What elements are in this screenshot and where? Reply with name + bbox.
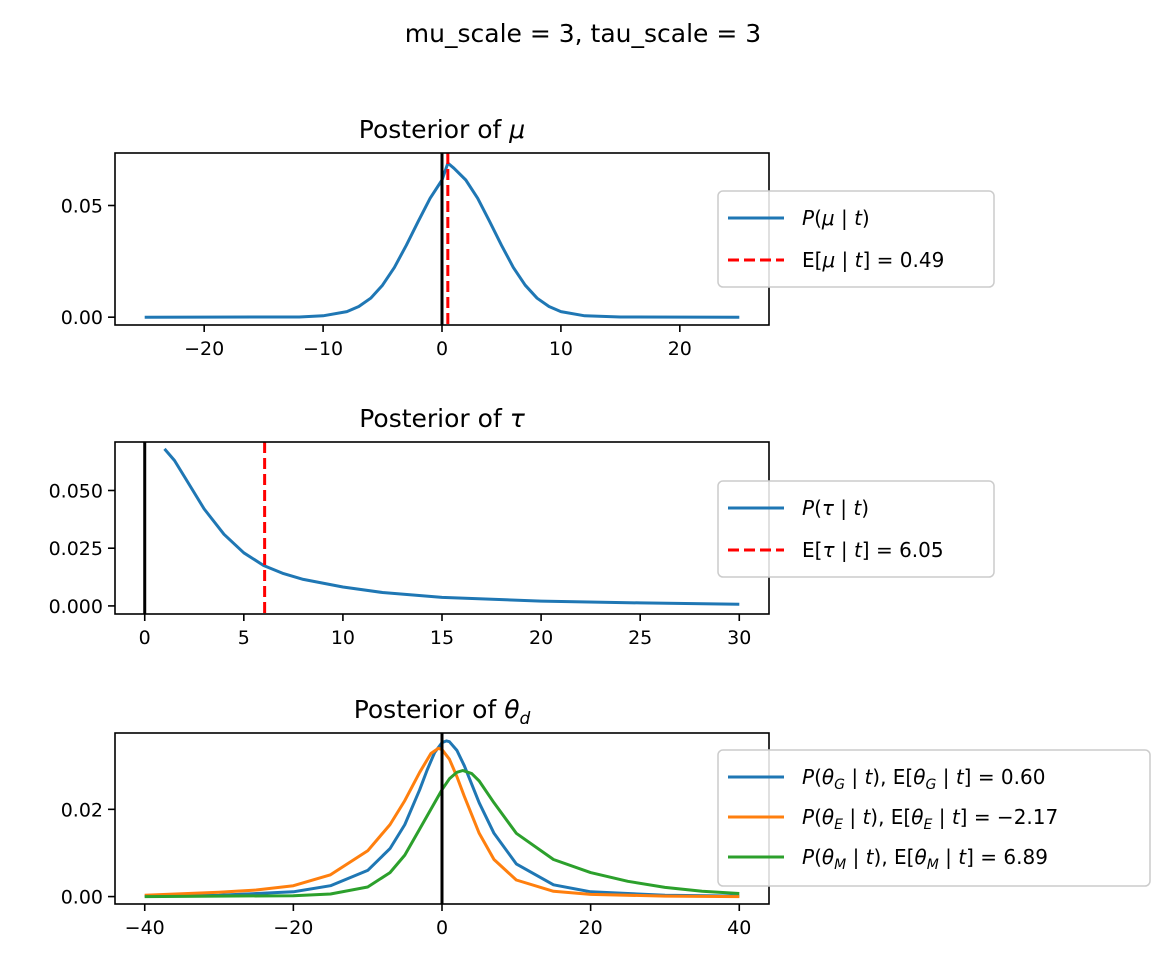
legend: P(τ | t) E[τ | t] = 6.05 bbox=[717, 480, 995, 578]
x-tick-label: 20 bbox=[668, 338, 692, 360]
legend: P(θG | t), E[θG | t] = 0.60 P(θE | t), E[… bbox=[717, 749, 1151, 887]
series-line-2 bbox=[144, 746, 740, 899]
legend: P(μ | t) E[μ | t] = 0.49 bbox=[717, 190, 995, 288]
x-tick-label: 40 bbox=[727, 917, 751, 939]
x-tick-label: 15 bbox=[430, 627, 454, 649]
x-tick-label: 0 bbox=[436, 917, 448, 939]
x-tick-label: 25 bbox=[628, 627, 652, 649]
y-tick-label: 0.00 bbox=[61, 887, 103, 909]
chart-title: Posterior of θd bbox=[354, 695, 531, 729]
chart-title: Posterior of μ bbox=[359, 115, 525, 144]
x-tick-label: 0 bbox=[139, 627, 151, 649]
legend-label: P(θM | t), E[θM | t] = 6.89 bbox=[802, 845, 1048, 873]
x-tick-label: 10 bbox=[549, 338, 573, 360]
x-tick-label: 20 bbox=[579, 917, 603, 939]
legend-label: P(μ | t) bbox=[802, 206, 870, 230]
x-tick-label: −10 bbox=[303, 338, 343, 360]
y-tick-label: 0.02 bbox=[61, 799, 103, 821]
y-tick-label: 0.05 bbox=[61, 195, 103, 217]
figure-suptitle: mu_scale = 3, tau_scale = 3 bbox=[405, 19, 761, 48]
x-tick-label: 0 bbox=[436, 338, 448, 360]
axes-frame bbox=[114, 441, 770, 615]
legend-box bbox=[717, 749, 1151, 887]
legend-box bbox=[717, 190, 995, 288]
plot-area bbox=[144, 153, 740, 325]
plot-area bbox=[143, 442, 740, 614]
legend-box bbox=[717, 480, 995, 578]
legend-label: E[τ | t] = 6.05 bbox=[802, 538, 944, 562]
x-tick-label: 5 bbox=[238, 627, 250, 649]
chart-panel-3: −40 −20 0 20 40 0.00 0.02 Posterior of θd P(θG |… bbox=[61, 695, 1151, 939]
chart-panel-2: 0 5 10 15 20 25 30 0.000 0.025 0.050 Posterior of … bbox=[49, 404, 995, 649]
y-tick-label: 0.000 bbox=[49, 596, 103, 618]
series-line-1 bbox=[144, 739, 740, 898]
y-tick-label: 0.050 bbox=[49, 480, 103, 502]
x-tick-label: −20 bbox=[184, 338, 224, 360]
x-tick-label: −40 bbox=[125, 917, 165, 939]
series-line-1 bbox=[163, 447, 740, 606]
series-line-1 bbox=[144, 161, 740, 319]
x-tick-label: −20 bbox=[273, 917, 313, 939]
chart-panel-1: −20 −10 0 10 20 0.00 0.05 Posterior of μ P(μ | t… bbox=[61, 115, 995, 360]
legend-label: E[μ | t] = 0.49 bbox=[802, 248, 944, 272]
y-tick-label: 0.025 bbox=[49, 538, 103, 560]
legend-label: P(θE | t), E[θE | t] = −2.17 bbox=[802, 805, 1058, 833]
legend-label: P(τ | t) bbox=[802, 496, 869, 520]
x-tick-label: 30 bbox=[727, 627, 751, 649]
legend-label: P(θG | t), E[θG | t] = 0.60 bbox=[802, 765, 1045, 793]
chart-title: Posterior of τ bbox=[359, 404, 525, 433]
y-tick-label: 0.00 bbox=[61, 307, 103, 329]
x-tick-label: 20 bbox=[529, 627, 553, 649]
plot-area bbox=[144, 733, 740, 904]
series-line-3 bbox=[144, 769, 740, 899]
x-tick-label: 10 bbox=[331, 627, 355, 649]
